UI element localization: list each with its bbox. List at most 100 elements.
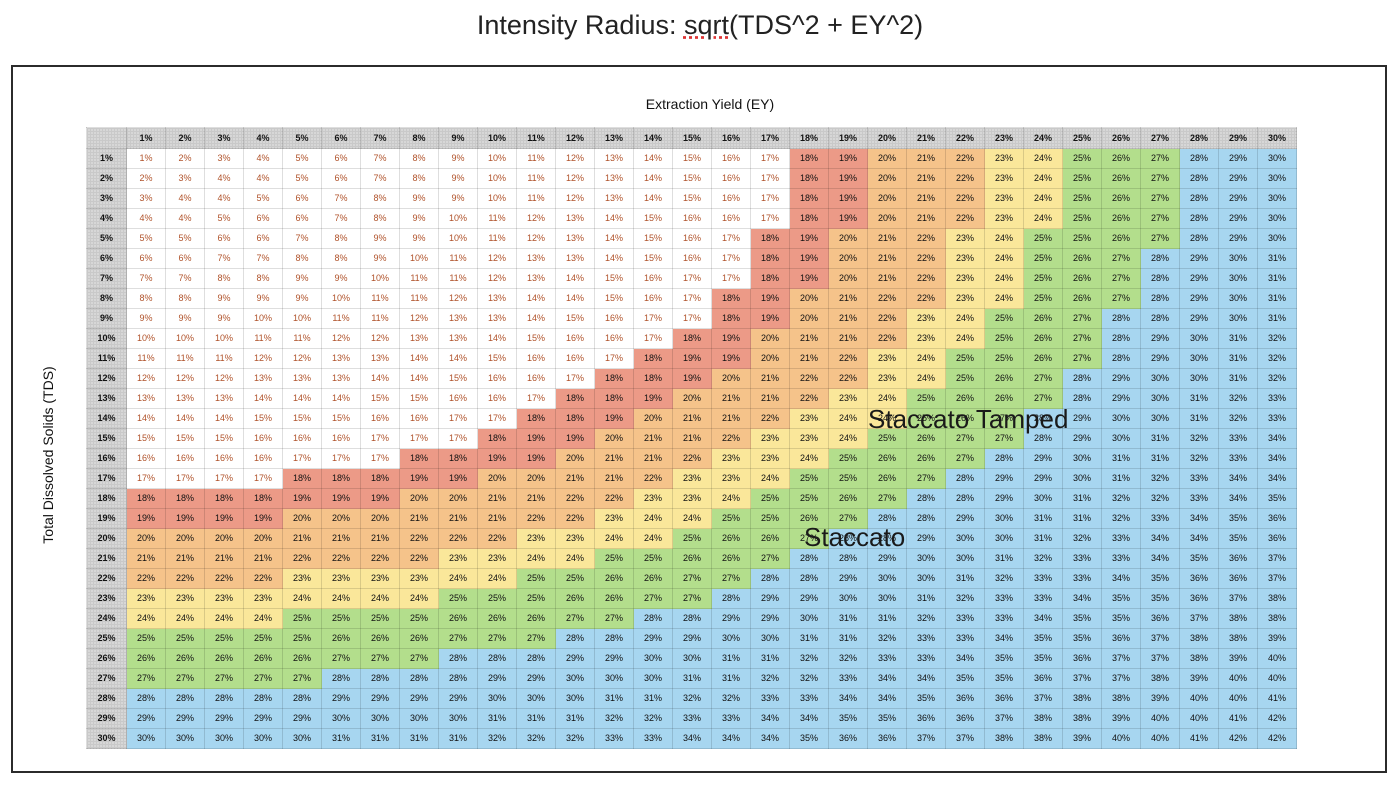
intensity-cell: 31% — [867, 608, 907, 629]
intensity-cell: 19% — [477, 448, 517, 469]
intensity-cell: 20% — [594, 428, 634, 449]
intensity-cell: 5% — [282, 168, 322, 189]
intensity-cell: 17% — [711, 248, 751, 269]
intensity-cell: 6% — [165, 248, 205, 269]
intensity-cell: 30% — [867, 568, 907, 589]
intensity-cell: 19% — [126, 508, 166, 529]
intensity-cell: 36% — [828, 728, 868, 749]
intensity-cell: 21% — [906, 148, 946, 169]
intensity-cell: 28% — [360, 668, 400, 689]
intensity-cell: 30% — [750, 628, 790, 649]
intensity-cell: 37% — [1062, 668, 1102, 689]
intensity-cell: 29% — [1179, 248, 1219, 269]
tds-row-header: 8% — [86, 288, 127, 309]
intensity-grid: 1% 2% 3% 4% 5% 6% 7% 8% 9% 10% 11% 12% 13% 14% 15% 16% 1… — [86, 127, 1297, 749]
intensity-cell: 25% — [360, 608, 400, 629]
intensity-cell: 32% — [789, 668, 829, 689]
intensity-cell: 5% — [204, 208, 244, 229]
intensity-cell: 27% — [1023, 388, 1063, 409]
intensity-cell: 13% — [282, 368, 322, 389]
tds-row-header: 11% — [86, 348, 127, 369]
intensity-cell: 19% — [282, 488, 322, 509]
ey-column-header: 26% — [1101, 127, 1141, 149]
intensity-cell: 38% — [984, 728, 1024, 749]
intensity-cell: 22% — [906, 228, 946, 249]
intensity-cell: 30% — [360, 708, 400, 729]
intensity-cell: 22% — [750, 408, 790, 429]
intensity-cell: 40% — [1257, 668, 1297, 689]
intensity-cell: 21% — [672, 428, 712, 449]
intensity-cell: 25% — [633, 548, 673, 569]
ey-column-header: 3% — [204, 127, 244, 149]
tds-row-header: 23% — [86, 588, 127, 609]
intensity-cell: 36% — [1023, 668, 1063, 689]
intensity-cell: 17% — [711, 228, 751, 249]
intensity-cell: 34% — [1101, 568, 1141, 589]
tds-row: 8% 8% 8% 9% 9% 9% 10% 11% 11% 12% 13% 14% 14% 15% 16% 1… — [86, 288, 1297, 309]
tds-row-header: 2% — [86, 168, 127, 189]
intensity-cell: 26% — [1062, 268, 1102, 289]
intensity-cell: 41% — [1218, 708, 1258, 729]
intensity-cell: 29% — [1062, 408, 1102, 429]
intensity-cell: 28% — [477, 648, 517, 669]
intensity-cell: 16% — [243, 428, 283, 449]
tds-row-header: 9% — [86, 308, 127, 329]
intensity-cell: 35% — [867, 708, 907, 729]
tds-row-header: 16% — [86, 448, 127, 469]
intensity-cell: 36% — [906, 708, 946, 729]
intensity-cell: 21% — [867, 268, 907, 289]
intensity-cell: 16% — [672, 248, 712, 269]
intensity-cell: 30% — [1257, 208, 1297, 229]
intensity-cell: 10% — [204, 328, 244, 349]
intensity-cell: 11% — [204, 348, 244, 369]
intensity-cell: 24% — [906, 348, 946, 369]
tds-row-header: 13% — [86, 388, 127, 409]
intensity-cell: 31% — [984, 548, 1024, 569]
intensity-cell: 31% — [828, 628, 868, 649]
intensity-cell: 17% — [399, 428, 439, 449]
intensity-cell: 27% — [438, 628, 478, 649]
intensity-cell: 14% — [399, 368, 439, 389]
intensity-cell: 4% — [204, 188, 244, 209]
intensity-cell: 24% — [1023, 168, 1063, 189]
intensity-cell: 12% — [516, 228, 556, 249]
intensity-cell: 11% — [360, 308, 400, 329]
intensity-cell: 17% — [633, 328, 673, 349]
intensity-cell: 33% — [1023, 588, 1063, 609]
intensity-cell: 23% — [906, 308, 946, 329]
intensity-cell: 18% — [204, 488, 244, 509]
ey-column-header: 8% — [399, 127, 439, 149]
tds-row-header: 7% — [86, 268, 127, 289]
intensity-cell: 13% — [321, 348, 361, 369]
intensity-cell: 33% — [906, 628, 946, 649]
intensity-cell: 14% — [594, 208, 634, 229]
intensity-cell: 37% — [1101, 668, 1141, 689]
intensity-cell: 14% — [438, 348, 478, 369]
intensity-cell: 21% — [828, 308, 868, 329]
intensity-cell: 14% — [555, 288, 595, 309]
tds-row: 28% 28% 28% 28% 28% 28% 29% 29% 29% 29% 30% 30% 30% 3… — [86, 688, 1297, 709]
intensity-cell: 34% — [1257, 468, 1297, 489]
ey-column-header: 10% — [477, 127, 517, 149]
intensity-cell: 23% — [672, 468, 712, 489]
intensity-cell: 21% — [906, 188, 946, 209]
intensity-cell: 27% — [477, 628, 517, 649]
intensity-cell: 28% — [1140, 268, 1180, 289]
intensity-cell: 23% — [711, 468, 751, 489]
intensity-cell: 31% — [789, 628, 829, 649]
intensity-cell: 19% — [711, 328, 751, 349]
intensity-cell: 25% — [399, 608, 439, 629]
intensity-cell: 4% — [165, 188, 205, 209]
intensity-cell: 16% — [555, 328, 595, 349]
ey-column-header: 7% — [360, 127, 400, 149]
intensity-cell: 26% — [126, 648, 166, 669]
intensity-cell: 29% — [243, 708, 283, 729]
intensity-cell: 16% — [477, 368, 517, 389]
tds-row: 3% 3% 4% 4% 5% 6% 7% 8% 9% 9% 10% 11% 12% 13% 14% 15% 16… — [86, 188, 1297, 209]
intensity-cell: 9% — [126, 308, 166, 329]
tds-row: 1% 1% 2% 3% 4% 5% 6% 7% 8% 9% 10% 11% 12% 13% 14% 15% 16… — [86, 148, 1297, 169]
intensity-cell: 22% — [126, 568, 166, 589]
intensity-cell: 10% — [438, 208, 478, 229]
intensity-cell: 17% — [750, 188, 790, 209]
intensity-cell: 17% — [321, 448, 361, 469]
